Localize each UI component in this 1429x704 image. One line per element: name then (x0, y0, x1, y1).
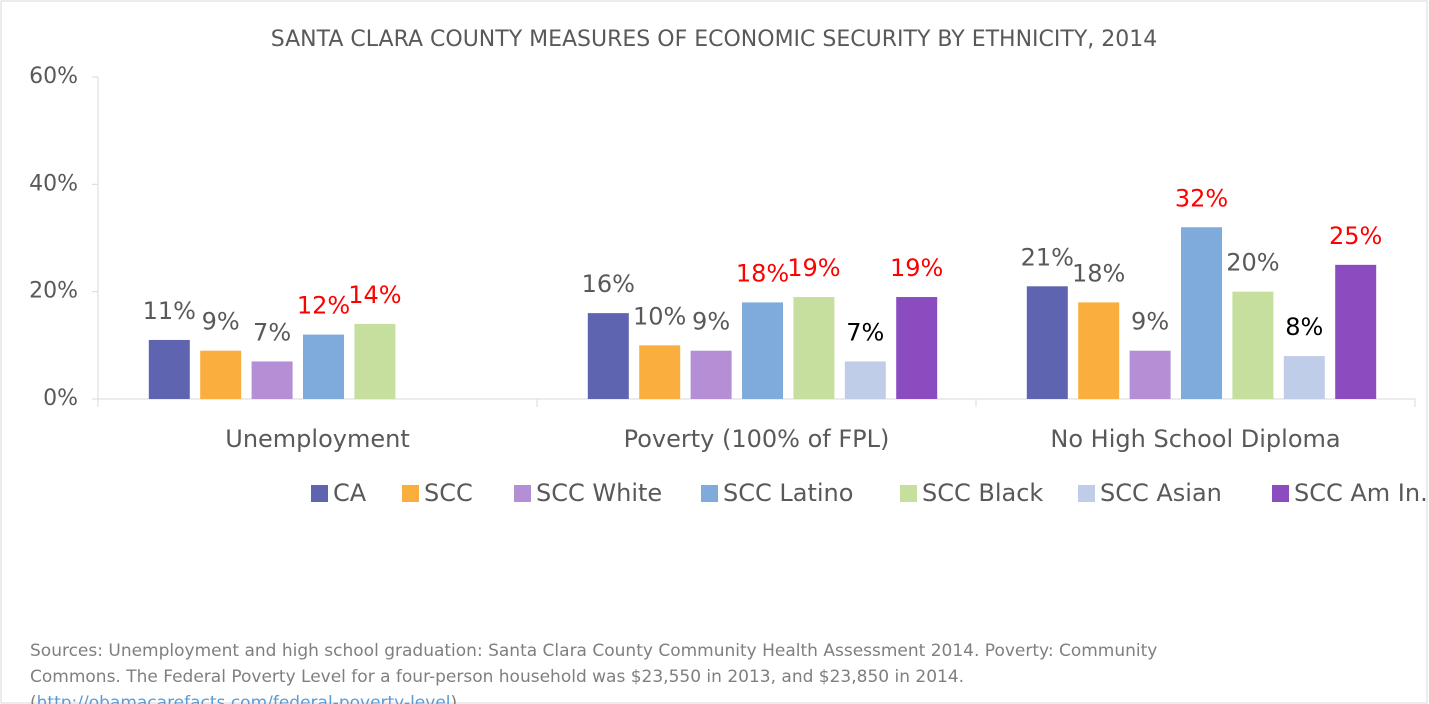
value-label: 19% (787, 254, 840, 282)
bar (639, 345, 681, 399)
y-tick-label: 40% (29, 171, 78, 196)
value-label: 11% (143, 297, 196, 325)
bar (896, 297, 938, 399)
legend-label: SCC Latino (723, 479, 853, 507)
legend-swatch (311, 485, 328, 502)
legend-swatch (701, 485, 718, 502)
value-label: 21% (1021, 243, 1074, 271)
value-label: 10% (633, 302, 686, 330)
value-label: 14% (348, 281, 401, 309)
bar (200, 350, 242, 399)
value-label: 32% (1175, 184, 1228, 212)
bar (303, 334, 344, 399)
bar (793, 297, 835, 399)
legend-swatch (514, 485, 531, 502)
value-label: 7% (846, 318, 884, 346)
y-tick-label: 60% (29, 64, 78, 89)
bar (148, 339, 190, 399)
legend-swatch (900, 485, 917, 502)
bar (251, 361, 293, 399)
bar (587, 313, 629, 399)
value-label: 8% (1285, 313, 1323, 341)
note-line: Commons. The Federal Poverty Level for a… (30, 667, 964, 687)
chart-title: SANTA CLARA COUNTY MEASURES OF ECONOMIC … (271, 27, 1157, 52)
bar (1335, 264, 1377, 399)
bar (1129, 350, 1171, 399)
value-label: 16% (582, 270, 635, 298)
legend-swatch (1078, 485, 1095, 502)
value-label: 25% (1329, 222, 1382, 250)
x-tick-label: No High School Diploma (1050, 425, 1340, 453)
x-tick-label: Poverty (100% of FPL) (624, 425, 890, 453)
note-link[interactable]: http://obamacarefacts.com/federal-povert… (37, 693, 451, 704)
bar (354, 323, 396, 399)
legend-label: CA (333, 479, 367, 507)
note-text: ). (451, 693, 463, 704)
note-link-line: (http://obamacarefacts.com/federal-pover… (30, 693, 463, 704)
bar (1181, 227, 1222, 399)
legend-label: SCC (424, 479, 473, 507)
value-label: 9% (1131, 308, 1169, 336)
y-tick-label: 20% (29, 279, 78, 304)
value-label: 19% (890, 254, 943, 282)
value-label: 18% (1072, 259, 1125, 287)
value-label: 9% (692, 308, 730, 336)
bar (1232, 291, 1274, 399)
bar (690, 350, 732, 399)
value-label: 12% (297, 292, 350, 320)
value-label: 9% (202, 308, 240, 336)
legend-label: SCC White (536, 479, 662, 507)
note-line: Sources: Unemployment and high school gr… (30, 641, 1157, 661)
legend-swatch (402, 485, 419, 502)
x-tick-label: Unemployment (225, 425, 409, 453)
legend-label: SCC Asian (1100, 479, 1222, 507)
bar (1078, 302, 1120, 399)
value-label: 18% (736, 259, 789, 287)
value-label: 20% (1226, 249, 1279, 277)
y-tick-label: 0% (43, 386, 78, 411)
bar (742, 302, 783, 399)
bar (844, 361, 886, 399)
legend-swatch (1272, 485, 1289, 502)
legend-label: SCC Black (922, 479, 1043, 507)
note-text: ( (30, 693, 37, 704)
bar (1283, 356, 1325, 399)
bar (1026, 286, 1068, 399)
legend-label: SCC Am In. (1294, 479, 1428, 507)
value-label: 7% (253, 318, 291, 346)
